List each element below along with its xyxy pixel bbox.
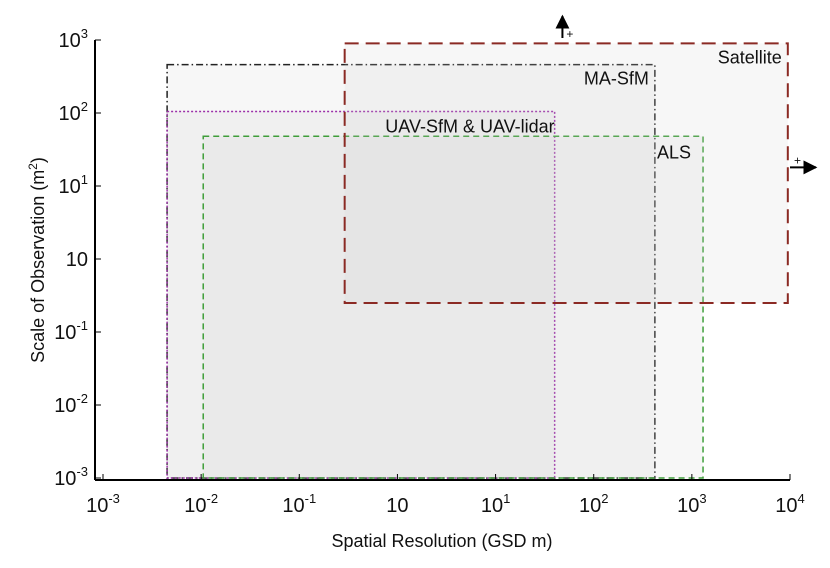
series-box-ma-sfm	[166, 63, 656, 479]
arrow-right-label: +	[794, 153, 801, 167]
x-tick-label: 104	[775, 491, 804, 517]
x-axis-title: Spatial Resolution (GSD m)	[331, 531, 552, 551]
y-axis-title-sup: 2	[26, 163, 40, 170]
x-tick-label: 10-2	[184, 491, 218, 517]
y-axis-title-text: Scale of Observation (m	[28, 170, 48, 363]
y-tick-label: 10-3	[54, 464, 88, 490]
x-tick-label: 10	[386, 495, 408, 517]
y-tick-label: 101	[59, 172, 88, 198]
y-tick-label: 102	[59, 99, 88, 125]
y-tick-label: 10	[66, 249, 88, 271]
series-label-uav-sfm-uav-lidar: UAV-SfM & UAV-lidar	[385, 116, 554, 136]
arrow-up-label: +	[566, 27, 573, 41]
series-box-satellite	[343, 42, 789, 304]
x-tick-label: 102	[579, 491, 608, 517]
x-tick-label: 101	[481, 491, 510, 517]
series-labels: MA-SfM UAV-SfM & UAV-lidar ALS Satellite	[385, 47, 782, 162]
extension-arrows: ++	[555, 14, 818, 175]
series-label-als: ALS	[657, 142, 691, 162]
series-label-ma-sfm: MA-SfM	[584, 69, 649, 89]
y-tick-label: 10-2	[54, 391, 88, 417]
x-tick-label: 10-1	[282, 491, 316, 517]
x-tick-label: 103	[677, 491, 706, 517]
series-box-als	[202, 135, 704, 479]
y-axis-title: Scale of Observation (m2)	[26, 157, 48, 363]
tick-labels: 10-3 10-2 10-1 10 101 102 103 104 10-3 10-2 10-1 10…	[54, 26, 805, 517]
series-box-uav-sfm-uav-lidar	[166, 110, 556, 479]
series-label-satellite: Satellite	[718, 47, 782, 67]
series-boxes	[166, 42, 789, 479]
y-tick-label: 103	[59, 26, 88, 52]
x-tick-label: 10-3	[86, 491, 120, 517]
y-axis-title-close: )	[28, 157, 48, 163]
y-tick-label: 10-1	[54, 318, 88, 344]
